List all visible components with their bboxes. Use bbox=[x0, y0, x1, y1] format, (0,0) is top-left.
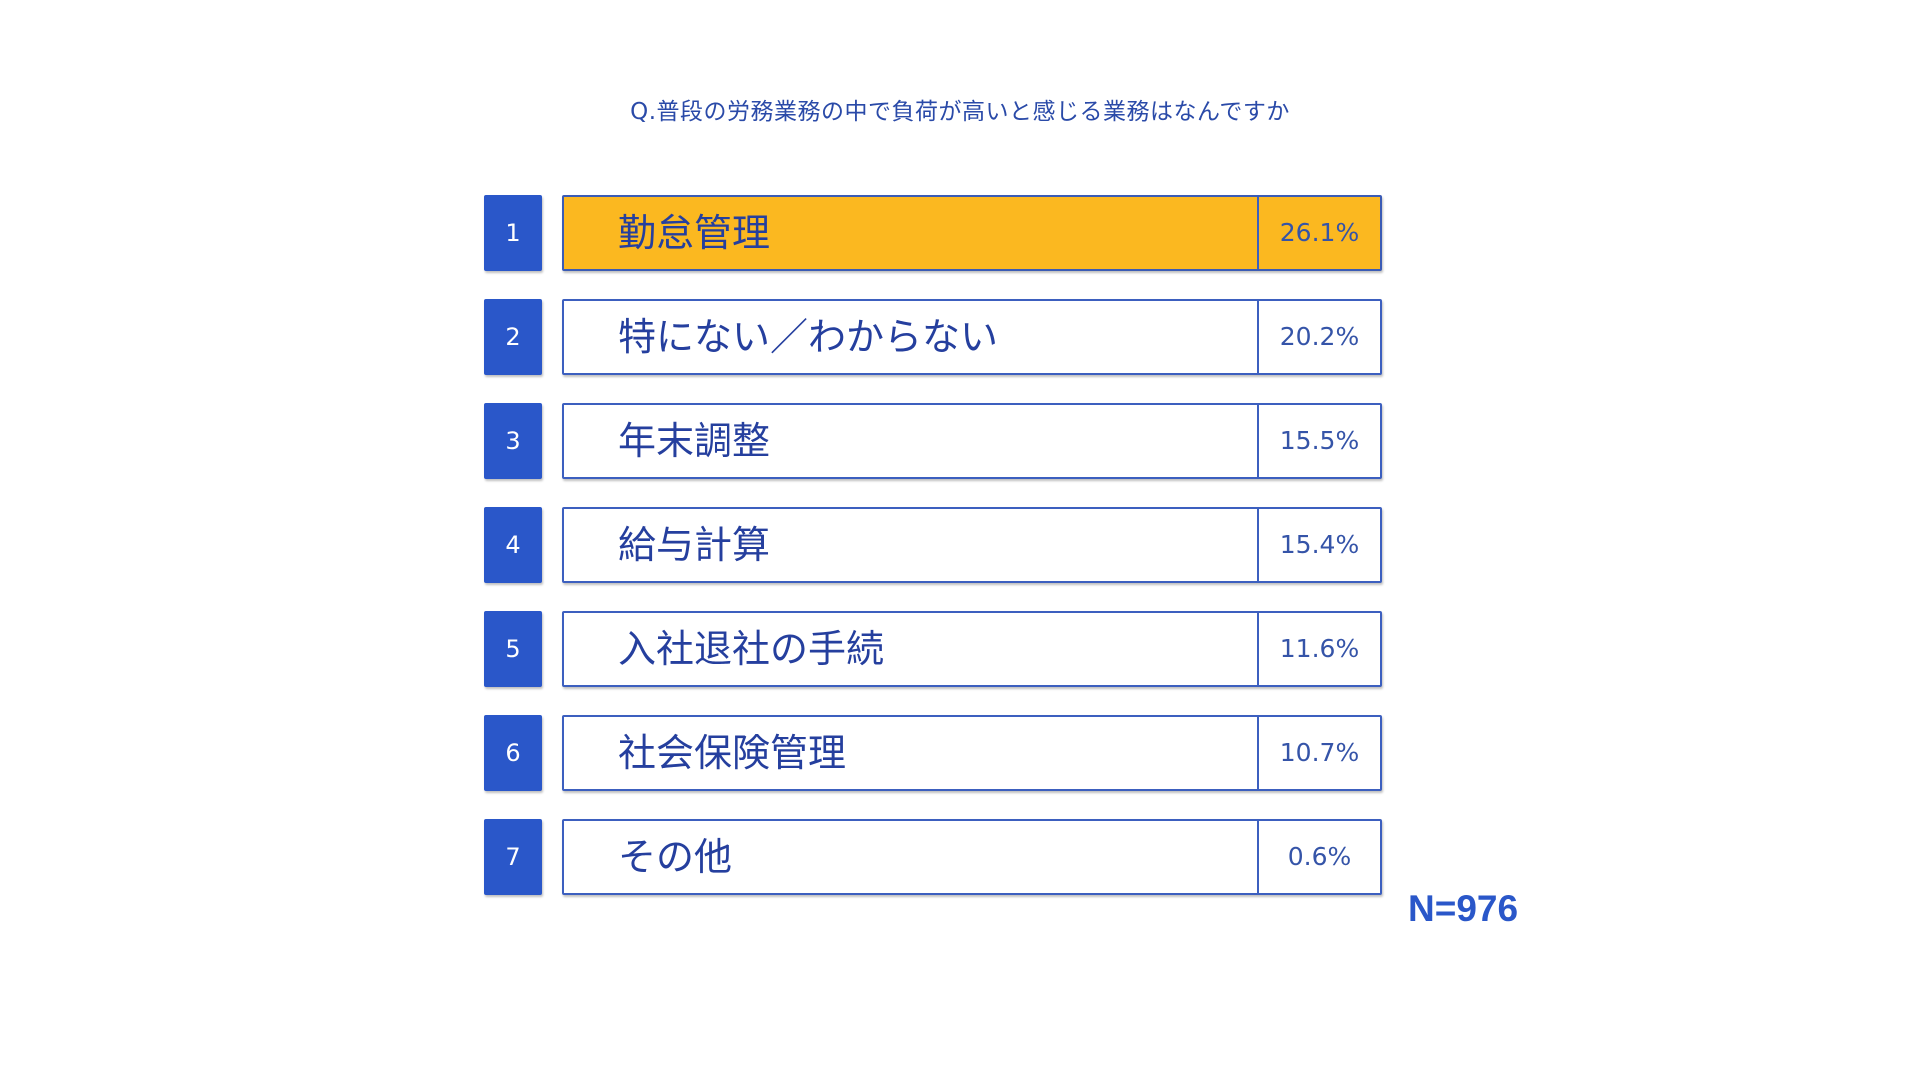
sample-size-label: N=976 bbox=[1408, 888, 1519, 929]
item-bar: その他 0.6% bbox=[562, 819, 1382, 895]
percent-value-label: 26.1% bbox=[1279, 218, 1360, 247]
percent-value-label: 0.6% bbox=[1287, 842, 1352, 871]
value-divider bbox=[1257, 301, 1259, 373]
ranking-row: 1 勤怠管理 26.1% bbox=[484, 195, 1384, 271]
item-label: 特にない／わからない bbox=[618, 315, 999, 359]
percent-value-label: 15.5% bbox=[1279, 426, 1360, 455]
item-bar: 社会保険管理 10.7% bbox=[562, 715, 1382, 791]
item-bar: 入社退社の手続 11.6% bbox=[562, 611, 1382, 687]
rank-number-badge: 2 bbox=[484, 299, 542, 375]
ranking-row: 6 社会保険管理 10.7% bbox=[484, 715, 1384, 791]
item-bar: 給与計算 15.4% bbox=[562, 507, 1382, 583]
value-divider bbox=[1257, 509, 1259, 581]
value-divider bbox=[1257, 717, 1259, 789]
rank-number-badge: 3 bbox=[484, 403, 542, 479]
item-label: 給与計算 bbox=[618, 523, 771, 567]
item-label: その他 bbox=[618, 835, 733, 879]
rank-number-badge: 1 bbox=[484, 195, 542, 271]
ranking-row: 4 給与計算 15.4% bbox=[484, 507, 1384, 583]
item-label: 社会保険管理 bbox=[618, 731, 847, 775]
highlighted-item-bar: 勤怠管理 26.1% bbox=[562, 195, 1382, 271]
percent-value-label: 15.4% bbox=[1279, 530, 1360, 559]
item-bar: 年末調整 15.5% bbox=[562, 403, 1382, 479]
chart-title: Q.普段の労務業務の中で負荷が高いと感じる業務はなんですか bbox=[630, 99, 1290, 125]
ranking-row: 2 特にない／わからない 20.2% bbox=[484, 299, 1384, 375]
item-label: 勤怠管理 bbox=[618, 211, 771, 255]
ranking-row: 5 入社退社の手続 11.6% bbox=[484, 611, 1384, 687]
ranking-row: 3 年末調整 15.5% bbox=[484, 403, 1384, 479]
item-label: 入社退社の手続 bbox=[618, 627, 885, 671]
ranking-row: 7 その他 0.6% bbox=[484, 819, 1384, 895]
rank-number-badge: 7 bbox=[484, 819, 542, 895]
rank-number-badge: 6 bbox=[484, 715, 542, 791]
rank-number-badge: 4 bbox=[484, 507, 542, 583]
item-label: 年末調整 bbox=[618, 419, 771, 463]
percent-value-label: 10.7% bbox=[1279, 738, 1360, 767]
percent-value-label: 11.6% bbox=[1279, 634, 1360, 663]
value-divider bbox=[1257, 405, 1259, 477]
percent-value-label: 20.2% bbox=[1279, 322, 1360, 351]
value-divider bbox=[1257, 197, 1259, 269]
value-divider bbox=[1257, 613, 1259, 685]
value-divider bbox=[1257, 821, 1259, 893]
rank-number-badge: 5 bbox=[484, 611, 542, 687]
item-bar: 特にない／わからない 20.2% bbox=[562, 299, 1382, 375]
